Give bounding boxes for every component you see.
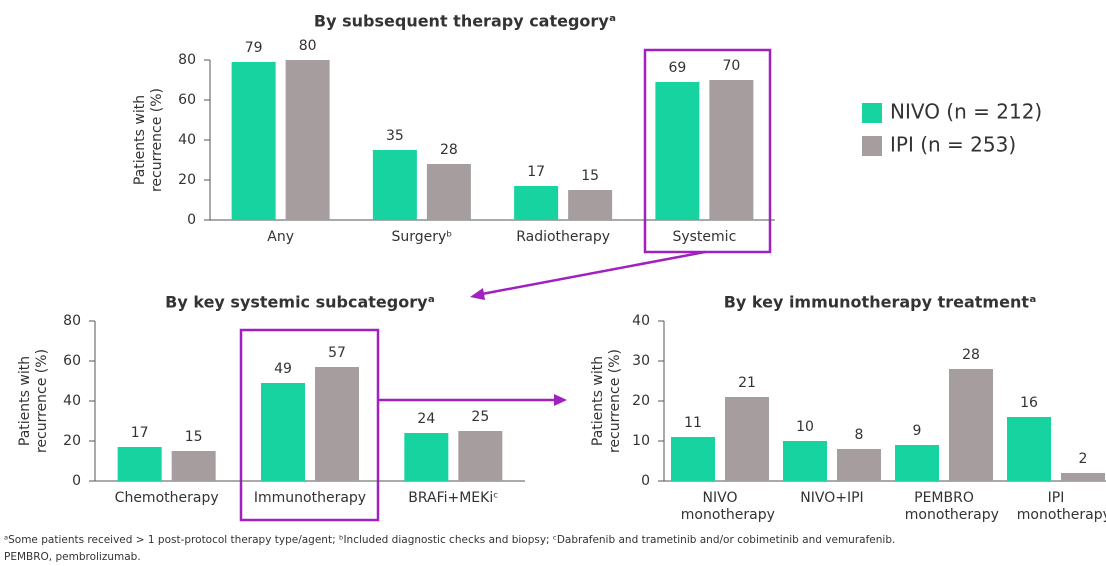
arrow-head: [554, 394, 567, 406]
x-tick-label: Any: [267, 229, 294, 245]
bar: [837, 449, 881, 481]
y-tick-label: 10: [632, 433, 650, 449]
bar: [671, 437, 715, 481]
value-label: 49: [274, 361, 292, 377]
bar: [261, 383, 305, 481]
y-tick-label: 40: [63, 393, 81, 409]
value-label: 2: [1079, 451, 1088, 467]
value-label: 24: [417, 411, 435, 427]
x-tick-label: Immunotherapy: [253, 490, 367, 506]
bar: [655, 82, 700, 220]
y-tick-label: 20: [63, 433, 81, 449]
arrow: [481, 250, 706, 296]
footnote: ᵃSome patients received > 1 post-protoco…: [4, 534, 896, 546]
y-tick-label: 20: [632, 393, 650, 409]
bar: [372, 150, 417, 220]
legend-swatch: [862, 136, 882, 156]
y-tick-label: 0: [641, 473, 650, 489]
x-tick-label: BRAFi+MEKiᶜ: [408, 490, 499, 506]
y-axis-label: Patients with: [17, 356, 33, 446]
x-tick-label: NIVO+IPI: [800, 490, 864, 506]
value-label: 70: [722, 58, 740, 74]
x-tick-label: Systemic: [672, 229, 737, 245]
x-tick-label: PEMBRO monotherapy: [904, 490, 999, 523]
y-tick-label: 40: [632, 313, 650, 329]
y-axis-label: Patients with: [132, 95, 148, 185]
bar: [315, 367, 359, 481]
bar: [117, 447, 162, 481]
bar: [1061, 473, 1105, 481]
bar: [426, 164, 471, 220]
y-tick-label: 60: [178, 92, 196, 108]
y-axis-label: recurrence (%): [607, 349, 623, 453]
y-tick-label: 0: [72, 473, 81, 489]
x-tick-label: Surgeryᵇ: [391, 229, 453, 245]
value-label: 11: [684, 415, 702, 431]
chart-title: By key immunotherapy treatmentᵃ: [724, 293, 1037, 312]
y-tick-label: 0: [187, 212, 196, 228]
legend-label: NIVO (n = 212): [890, 100, 1042, 124]
value-label: 35: [386, 128, 404, 144]
x-tick-label: Chemotherapy: [114, 490, 219, 506]
bar: [725, 397, 769, 481]
bar: [404, 433, 449, 481]
bar: [458, 431, 503, 481]
value-label: 25: [471, 409, 489, 425]
y-axis-label: recurrence (%): [149, 88, 165, 192]
value-label: 28: [962, 347, 980, 363]
value-label: 69: [668, 60, 686, 76]
bar: [514, 186, 559, 220]
legend-swatch: [862, 103, 882, 123]
y-tick-label: 20: [178, 172, 196, 188]
highlight-box: [643, 48, 772, 254]
value-label: 80: [299, 38, 317, 54]
value-label: 15: [581, 168, 599, 184]
bar: [171, 451, 216, 481]
footnote: PEMBRO, pembrolizumab.: [4, 551, 141, 563]
bar: [1007, 417, 1051, 481]
chart-title: By key systemic subcategoryᵃ: [165, 293, 435, 312]
bar: [568, 190, 613, 220]
y-tick-label: 80: [178, 52, 196, 68]
legend-label: IPI (n = 253): [890, 133, 1016, 157]
bar: [709, 80, 754, 220]
y-axis-label: recurrence (%): [34, 349, 50, 453]
x-tick-label: NIVO monotherapy: [680, 490, 775, 523]
arrow-head: [470, 288, 485, 300]
bar: [783, 441, 827, 481]
value-label: 57: [328, 345, 346, 361]
y-tick-label: 80: [63, 313, 81, 329]
highlight-box: [239, 328, 380, 522]
value-label: 9: [913, 423, 922, 439]
bar: [949, 369, 993, 481]
value-label: 28: [440, 142, 458, 158]
y-tick-label: 30: [632, 353, 650, 369]
bar: [285, 60, 330, 220]
value-label: 15: [185, 429, 203, 445]
y-axis-label: Patients with: [590, 356, 606, 446]
value-label: 8: [855, 427, 864, 443]
y-tick-label: 40: [178, 132, 196, 148]
chart-title: By subsequent therapy categoryᵃ: [314, 12, 616, 31]
value-label: 21: [738, 375, 756, 391]
y-tick-label: 60: [63, 353, 81, 369]
bar: [895, 445, 939, 481]
value-label: 17: [527, 164, 545, 180]
value-label: 10: [796, 419, 814, 435]
value-label: 17: [131, 425, 149, 441]
x-tick-label: Radiotherapy: [516, 229, 611, 245]
x-tick-label: IPI monotherapy: [1016, 490, 1106, 523]
bar: [231, 62, 276, 220]
value-label: 79: [245, 40, 263, 56]
value-label: 16: [1020, 395, 1038, 411]
